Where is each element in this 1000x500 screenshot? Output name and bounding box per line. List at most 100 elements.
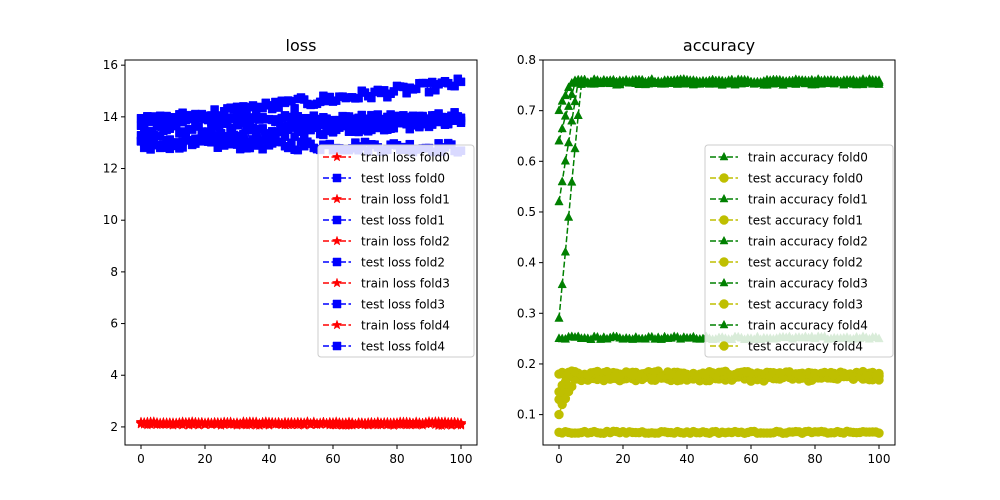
legend-label: train loss fold2 (361, 235, 450, 249)
legend-label: train loss fold0 (361, 151, 450, 165)
data-point (242, 137, 251, 147)
legend-box (704, 144, 894, 358)
data-point (563, 101, 574, 110)
data-point (557, 95, 567, 105)
legend-item: test loss fold0 (323, 172, 445, 186)
data-point (563, 137, 574, 147)
legend-marker (719, 277, 729, 287)
legend-item: test accuracy fold2 (710, 256, 863, 270)
data-point (560, 155, 571, 165)
legend-item: test loss fold2 (323, 256, 445, 270)
data-point (405, 124, 415, 134)
series-group (554, 73, 884, 439)
legend-marker (332, 215, 342, 225)
data-point (554, 105, 564, 115)
data-point (557, 123, 567, 133)
x-tick-label: 100 (868, 452, 891, 466)
legend-marker (719, 215, 729, 225)
data-point (554, 135, 564, 145)
legend-label: train accuracy fold0 (748, 151, 868, 165)
data-point (560, 110, 571, 120)
series-test-loss-fold4 (136, 113, 466, 142)
series-train-accuracy-fold4 (554, 75, 884, 322)
data-point (567, 176, 577, 186)
legend-box (317, 144, 475, 358)
legend-label: train accuracy fold2 (748, 235, 868, 249)
legend-label: test loss fold3 (361, 298, 445, 312)
accuracy-chart: accuracy 0 20 40 60 80 100 0.1 0.2 0.3 0.4 0.5 0.6 0.… (517, 36, 896, 466)
data-point (874, 428, 884, 438)
legend-label: test accuracy fold1 (748, 214, 863, 228)
data-point (415, 122, 424, 132)
data-point (573, 110, 583, 119)
legend-item: train loss fold2 (323, 235, 450, 249)
data-point (570, 143, 580, 153)
legend-marker (719, 173, 729, 183)
axes-frame (542, 59, 896, 446)
legend-marker (331, 319, 343, 330)
data-point (421, 78, 431, 88)
legend-item: train loss fold0 (323, 151, 450, 165)
data-point (290, 104, 299, 113)
series-test-loss-fold2 (136, 74, 466, 131)
series-test-accuracy-fold4 (554, 366, 884, 397)
legend-label: test loss fold0 (361, 172, 445, 186)
y-tick-label: 0.3 (517, 306, 536, 320)
legend-item: train loss fold4 (323, 319, 450, 333)
legend-item: train loss fold1 (323, 193, 450, 207)
x-tick-label: 60 (743, 452, 758, 466)
x-tick-label: 100 (450, 452, 473, 466)
data-point (563, 211, 574, 221)
legend-label: test accuracy fold2 (748, 256, 863, 270)
legend-item: train accuracy fold2 (710, 235, 868, 249)
y-tick-label: 0.4 (517, 256, 536, 270)
legend-marker (332, 173, 342, 183)
legend-item: test accuracy fold1 (710, 214, 863, 228)
data-point (554, 409, 564, 420)
legend-label: test loss fold2 (361, 256, 445, 270)
x-tick-label: 60 (325, 452, 340, 466)
series-train-loss-fold4 (135, 415, 467, 430)
legend-label: test loss fold1 (361, 214, 445, 228)
data-point (424, 87, 434, 97)
data-point (210, 131, 219, 141)
legend: train accuracy fold0 test accuracy fold0 t… (704, 144, 894, 358)
data-point (258, 145, 267, 154)
legend-marker (331, 193, 343, 204)
legend-item: test accuracy fold3 (710, 298, 863, 312)
legend-marker (331, 151, 343, 162)
legend-item: train accuracy fold1 (710, 193, 868, 207)
legend-item: train accuracy fold0 (710, 151, 868, 165)
legend-label: test accuracy fold3 (748, 298, 863, 312)
data-point (455, 417, 467, 428)
y-tick-label: 0.1 (517, 408, 536, 422)
series-group (135, 74, 467, 431)
data-point (567, 89, 577, 98)
y-tick-label: 2 (110, 420, 118, 434)
data-point (874, 368, 884, 379)
legend-label: train accuracy fold1 (748, 193, 868, 207)
x-tick-label: 40 (679, 452, 694, 466)
x-tick-label: 0 (137, 452, 145, 466)
data-point (570, 96, 580, 106)
legend-label: train loss fold4 (361, 319, 450, 333)
legend-marker (719, 299, 729, 309)
legend-item: train loss fold3 (323, 277, 450, 291)
data-point (560, 246, 571, 256)
data-point (567, 115, 577, 125)
legend-marker (719, 235, 729, 245)
chart-title: accuracy (683, 36, 755, 55)
y-tick-label: 0.7 (517, 104, 536, 118)
series-test-accuracy-fold2 (554, 426, 884, 439)
data-point (456, 118, 466, 128)
legend-marker (719, 193, 729, 203)
x-tick-label: 20 (197, 452, 212, 466)
legend-marker (719, 257, 729, 267)
legend-label: train accuracy fold3 (748, 277, 868, 291)
x-tick-label: 40 (261, 452, 276, 466)
y-tick-label: 0.8 (517, 53, 536, 67)
legend-marker (719, 319, 729, 329)
y-tick-label: 8 (110, 265, 118, 279)
y-tick-label: 0.6 (517, 154, 536, 168)
